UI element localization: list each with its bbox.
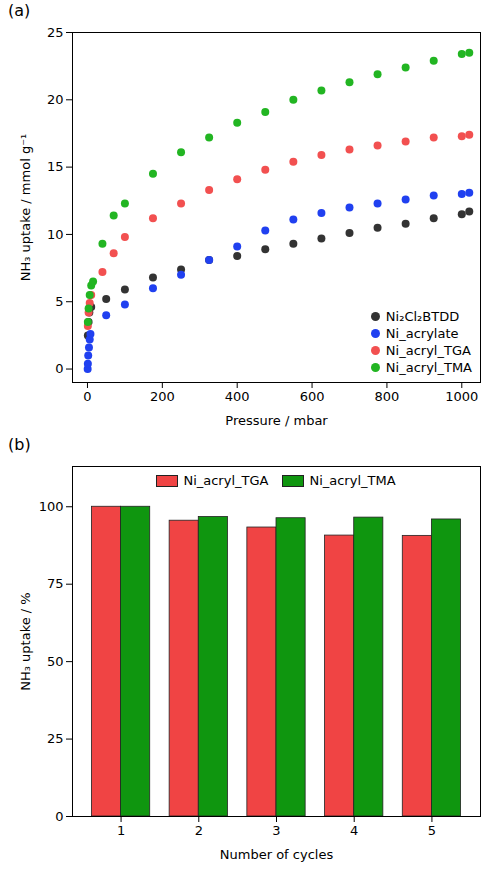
html-text:Ni_acryl_TMA: Ni_acryl_TMA [309,473,396,488]
svg-text:25: 25 [47,25,64,40]
svg-text:0: 0 [55,809,63,824]
svg-text:NH₃ uptake / %: NH₃ uptake / % [18,592,33,690]
svg-text:1: 1 [117,823,125,838]
svg-text:75: 75 [47,576,64,591]
html-text:Ni_acryl_TGA: Ni_acryl_TGA [385,343,471,358]
svg-text:5: 5 [55,294,63,309]
svg-text:0: 0 [55,361,63,376]
svg-text:2: 2 [195,823,203,838]
svg-text:10: 10 [47,227,64,242]
html-text:Ni_acryl_TMA: Ni_acryl_TMA [385,360,472,375]
svg-text:100: 100 [39,499,64,514]
svg-text:800: 800 [375,389,400,404]
html-text:Ni_acrylate: Ni_acrylate [385,326,459,341]
html-text:Ni_acryl_TGA: Ni_acryl_TGA [183,473,269,488]
svg-text:15: 15 [47,159,64,174]
svg-text:NH₃ uptake / mmol g⁻¹: NH₃ uptake / mmol g⁻¹ [18,134,33,281]
svg-text:25: 25 [47,731,64,746]
svg-text:400: 400 [225,389,250,404]
svg-text:600: 600 [300,389,325,404]
svg-text:0: 0 [83,389,91,404]
svg-text:3: 3 [272,823,280,838]
html-text:(a): (a) [8,1,31,20]
svg-text:5: 5 [428,823,436,838]
svg-text:4: 4 [350,823,358,838]
svg-text:200: 200 [150,389,175,404]
svg-text:20: 20 [47,92,64,107]
svg-text:50: 50 [47,654,64,669]
svg-text:Pressure / mbar: Pressure / mbar [225,413,328,428]
svg-text:Number of cycles: Number of cycles [220,847,334,862]
html-text:Ni₂Cl₂BTDD: Ni₂Cl₂BTDD [385,309,460,324]
svg-text:1000: 1000 [445,389,478,404]
html-text:(b): (b) [8,435,31,454]
